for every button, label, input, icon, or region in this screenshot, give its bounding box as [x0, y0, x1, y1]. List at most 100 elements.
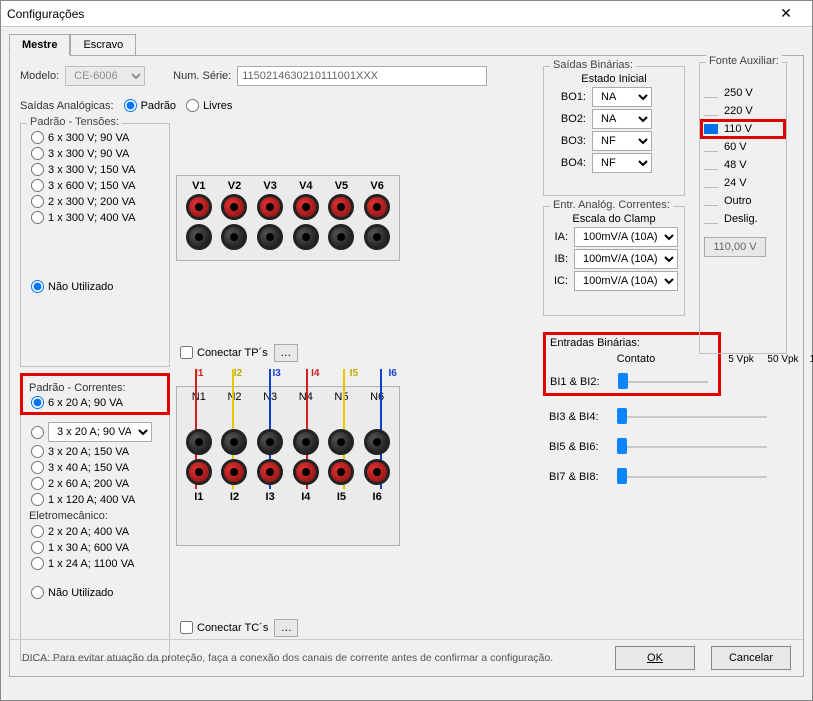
clamp-group: Entr. Analóg. Correntes: Escala do Clamp… — [543, 206, 685, 316]
clamp-scale-label: Escala do Clamp — [550, 213, 678, 225]
aux-item-6[interactable]: Outro — [704, 195, 782, 207]
clamp-select-1[interactable]: 100mV/A (10A) — [574, 249, 678, 269]
cur-opt-5[interactable]: 1 x 120 A; 400 VA — [31, 493, 163, 506]
aux-item-5[interactable]: 24 V — [704, 177, 782, 189]
electro-opt-1[interactable]: 1 x 30 A; 600 VA — [31, 541, 163, 554]
bo-group: Saídas Binárias: Estado Inicial BO1:NABO… — [543, 66, 685, 196]
aux-value-field[interactable] — [704, 237, 766, 257]
aux-tick-icon — [704, 88, 718, 98]
serial-label: Num. Série: — [173, 70, 231, 82]
analog-out-label: Saídas Analógicas: — [20, 100, 114, 112]
ok-button[interactable]: OK — [615, 646, 695, 670]
bi-section: Entradas Binárias: Contato BI1 & BI2: 5 … — [543, 332, 791, 486]
aux-tick-icon — [704, 106, 718, 116]
connect-tp-row: Conectar TP´s … — [176, 343, 416, 362]
model-label: Modelo: — [20, 70, 59, 82]
bi-slider-1[interactable] — [617, 408, 767, 426]
bi-slider-0[interactable] — [618, 373, 708, 391]
connect-tp-check[interactable]: Conectar TP´s — [180, 346, 268, 359]
currents-title: Padrão - Correntes: — [29, 382, 163, 394]
volt-opt-1[interactable]: 3 x 300 V; 90 VA — [31, 147, 163, 160]
clamp-select-2[interactable]: 100mV/A (10A) — [574, 271, 678, 291]
cur-opt-2[interactable]: 3 x 20 A; 150 VA — [31, 445, 163, 458]
cur-opt-1-select[interactable]: 3 x 20 A; 90 VA — [48, 422, 152, 442]
cur-opt-1[interactable]: 3 x 20 A; 90 VA — [31, 422, 163, 442]
aux-tick-icon — [704, 160, 718, 170]
aux-title: Fonte Auxiliar: — [706, 55, 782, 67]
aux-item-1[interactable]: 220 V — [704, 105, 782, 117]
tp-more-button[interactable]: … — [274, 344, 298, 362]
aux-tick-icon — [704, 214, 718, 224]
bo-select-0[interactable]: NA — [592, 87, 652, 107]
currents-group: 3 x 20 A; 90 VA 3 x 20 A; 150 VA 3 x 40 … — [20, 415, 170, 661]
volt-opt-4[interactable]: 2 x 300 V; 200 VA — [31, 195, 163, 208]
bo-select-3[interactable]: NF — [592, 153, 652, 173]
aux-tick-icon — [704, 142, 718, 152]
aux-tick-icon — [704, 196, 718, 206]
current-panel: N1 N2 N3 N4 N5 N6 I1 I2 I3 I4 — [176, 386, 400, 546]
aux-item-3[interactable]: 60 V — [704, 141, 782, 153]
electro-opt-2[interactable]: 1 x 24 A; 1100 VA — [31, 557, 163, 570]
voltage-headers: V1 V2 V3 V4 V5 V6 — [177, 176, 399, 192]
bo-row-3: BO4:NF — [550, 153, 678, 173]
bi-row-3: BI7 & BI8: — [549, 468, 791, 486]
tab-strip: Mestre Escravo — [9, 33, 812, 55]
config-window: Configurações ✕ Mestre Escravo Modelo: C… — [0, 0, 813, 701]
bi-title: Entradas Binárias: — [550, 337, 714, 349]
bo-row-1: BO2:NA — [550, 109, 678, 129]
footer: DICA: Para evitar atuação da proteção, f… — [10, 639, 803, 676]
analog-out-padrao[interactable]: Padrão — [124, 99, 176, 112]
volt-not-used[interactable]: Não Utilizado — [31, 280, 163, 293]
model-select[interactable]: CE-6006 — [65, 66, 145, 86]
cur-not-used[interactable]: Não Utilizado — [31, 586, 163, 599]
cur-opt-0[interactable]: 6 x 20 A; 90 VA — [31, 396, 163, 409]
titlebar: Configurações ✕ — [1, 1, 812, 27]
cur-opt-4[interactable]: 2 x 60 A; 200 VA — [31, 477, 163, 490]
tab-escravo[interactable]: Escravo — [70, 34, 136, 56]
currents-title-box: Padrão - Correntes: 6 x 20 A; 90 VA — [20, 373, 170, 415]
close-icon[interactable]: ✕ — [766, 5, 806, 22]
bo-title: Saídas Binárias: — [550, 59, 636, 71]
bi-row-2: BI5 & BI6: — [549, 438, 791, 456]
connect-tc-row: Conectar TC´s … — [176, 618, 416, 637]
voltage-panel: V1 V2 V3 V4 V5 V6 — [176, 175, 400, 261]
tc-more-button[interactable]: … — [274, 619, 298, 637]
volt-opt-2[interactable]: 3 x 300 V; 150 VA — [31, 163, 163, 176]
clamp-row-0: IA:100mV/A (10A) — [550, 227, 678, 247]
aux-tick-icon — [704, 124, 718, 134]
hint-text: DICA: Para evitar atuação da proteção, f… — [22, 652, 553, 664]
aux-item-0[interactable]: 250 V — [704, 87, 782, 99]
cur-opt-3[interactable]: 3 x 40 A; 150 VA — [31, 461, 163, 474]
clamp-title: Entr. Analóg. Correntes: — [550, 199, 673, 211]
bi-row-0: BI1 & BI2: — [550, 376, 612, 388]
volt-opt-5[interactable]: 1 x 300 V; 400 VA — [31, 211, 163, 224]
window-title: Configurações — [7, 7, 84, 21]
left-radios: Padrão - Tensões: 6 x 300 V; 90 VA 3 x 3… — [20, 119, 170, 661]
analog-out-livres[interactable]: Livres — [186, 99, 232, 112]
electro-opt-0[interactable]: 2 x 20 A; 400 VA — [31, 525, 163, 538]
bo-select-2[interactable]: NF — [592, 131, 652, 151]
clamp-select-0[interactable]: 100mV/A (10A) — [574, 227, 678, 247]
connector-column: V1 V2 V3 V4 V5 V6 Conectar TP´s … — [176, 119, 416, 661]
voltages-title: Padrão - Tensões: — [27, 116, 122, 128]
tab-mestre[interactable]: Mestre — [9, 34, 70, 56]
aux-group: Fonte Auxiliar: 250 V220 V110 V60 V48 V2… — [699, 62, 787, 354]
serial-field[interactable] — [237, 66, 487, 86]
aux-tick-icon — [704, 178, 718, 188]
volt-opt-3[interactable]: 3 x 600 V; 150 VA — [31, 179, 163, 192]
bi-slider-2[interactable] — [617, 438, 767, 456]
volt-opt-0[interactable]: 6 x 300 V; 90 VA — [31, 131, 163, 144]
bo-select-1[interactable]: NA — [592, 109, 652, 129]
connect-tc-check[interactable]: Conectar TC´s — [180, 621, 268, 634]
aux-item-4[interactable]: 48 V — [704, 159, 782, 171]
bi-row-1: BI3 & BI4: — [549, 408, 791, 426]
bo-row-2: BO3:NF — [550, 131, 678, 151]
bo-state-label: Estado Inicial — [550, 73, 678, 85]
right-column: Fonte Auxiliar: 250 V220 V110 V60 V48 V2… — [543, 62, 793, 486]
bi-slider-3[interactable] — [617, 468, 767, 486]
bo-row-0: BO1:NA — [550, 87, 678, 107]
cancel-button[interactable]: Cancelar — [711, 646, 791, 670]
aux-item-2[interactable]: 110 V — [704, 123, 782, 135]
electro-title: Eletromecânico: — [29, 510, 163, 522]
aux-item-7[interactable]: Deslig. — [704, 213, 782, 225]
